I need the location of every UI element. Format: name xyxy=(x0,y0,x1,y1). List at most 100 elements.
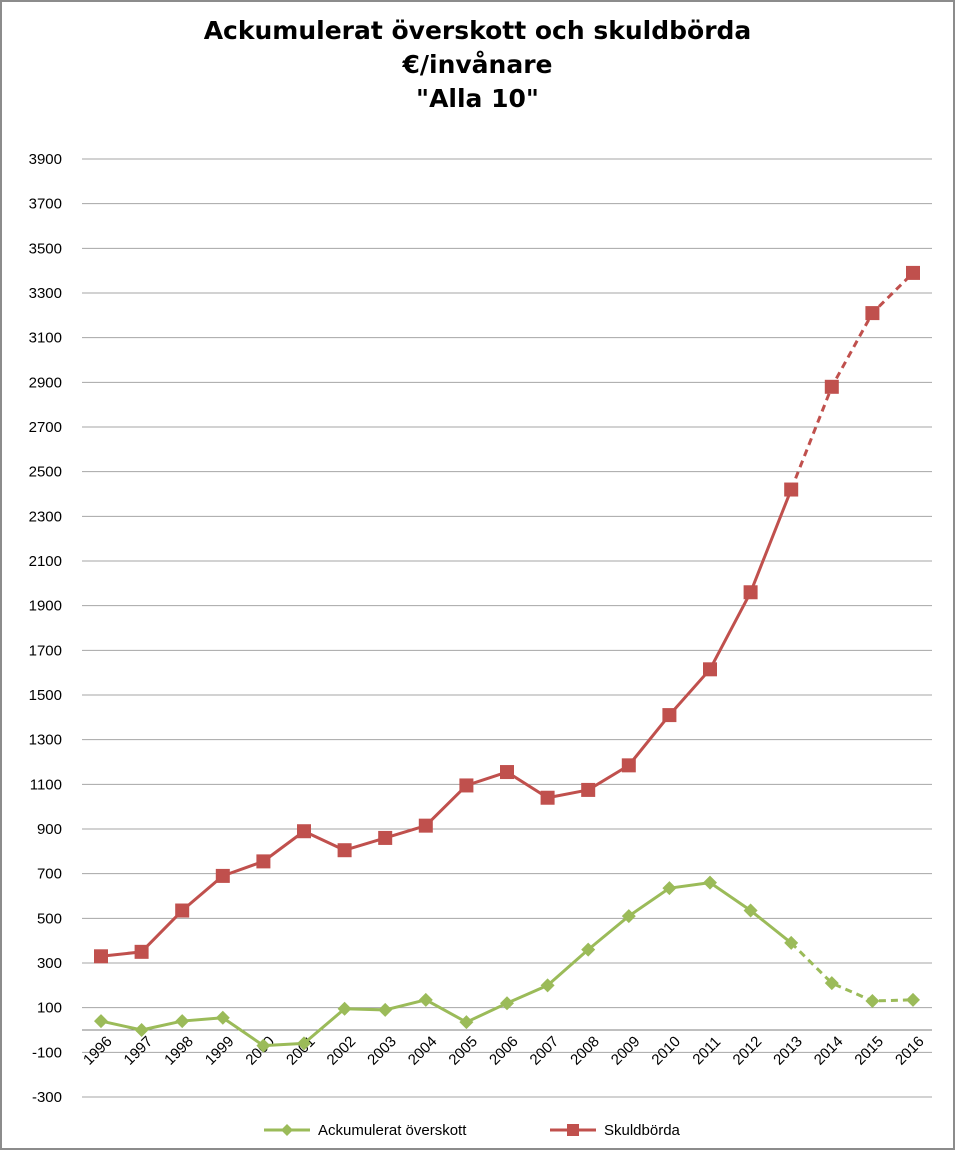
series-line-dashed-0 xyxy=(790,941,914,1003)
legend-surplus-label: Ackumulerat överskott xyxy=(318,1121,467,1139)
y-tick-label: 1900 xyxy=(29,598,62,615)
legend-debt-marker-icon xyxy=(550,1124,596,1136)
data-point-surplus-2007 xyxy=(540,978,555,993)
x-tick-label: 1999 xyxy=(202,1033,238,1069)
data-point-debt-2010 xyxy=(662,708,677,723)
data-point-surplus-2000 xyxy=(256,1038,271,1053)
legend-item-debt: Skuldbörda xyxy=(548,1118,680,1142)
x-tick-label: 2005 xyxy=(445,1033,481,1069)
y-tick-label: 1700 xyxy=(29,642,62,659)
data-point-debt-2012 xyxy=(743,585,758,600)
legend-surplus-marker-icon xyxy=(264,1124,310,1136)
data-point-debt-2011 xyxy=(703,662,717,677)
x-tick-label: 2011 xyxy=(689,1033,724,1068)
series-line-solid-0 xyxy=(100,881,793,1048)
data-point-debt-2016 xyxy=(906,265,920,280)
y-tick-label: 100 xyxy=(37,1000,62,1017)
x-tick-label: 1998 xyxy=(161,1033,197,1069)
x-tick-label: 2007 xyxy=(527,1033,563,1069)
data-point-debt-2003 xyxy=(378,830,393,845)
y-tick-label: -300 xyxy=(32,1089,62,1106)
y-tick-label: 2900 xyxy=(29,374,62,391)
y-tick-label: 2300 xyxy=(29,508,62,525)
x-tick-label: 2010 xyxy=(648,1033,684,1069)
data-point-surplus-2009 xyxy=(621,909,636,924)
data-point-debt-2000 xyxy=(256,854,271,869)
data-point-surplus-2010 xyxy=(662,881,677,896)
x-tick-label: 2003 xyxy=(364,1033,400,1069)
data-point-debt-2002 xyxy=(337,843,352,858)
chart-title-line2: €/invånare xyxy=(402,50,553,79)
x-tick-label: 2002 xyxy=(324,1033,360,1069)
data-point-debt-1998 xyxy=(175,903,190,918)
y-tick-label: 3700 xyxy=(29,196,62,213)
data-point-surplus-2006 xyxy=(500,996,514,1011)
y-tick-label: 900 xyxy=(37,821,62,838)
x-tick-label: 2013 xyxy=(770,1033,806,1069)
x-tick-label: 2012 xyxy=(730,1033,766,1069)
y-tick-label: 3500 xyxy=(29,240,62,257)
y-tick-label: 500 xyxy=(37,910,62,927)
data-point-debt-2013 xyxy=(784,482,799,497)
x-tick-label: 2015 xyxy=(851,1033,887,1069)
data-point-surplus-1999 xyxy=(215,1010,230,1025)
y-tick-label: 2700 xyxy=(29,419,62,436)
chart-title: Ackumulerat överskott och skuldbörda €/i… xyxy=(0,14,955,116)
x-tick-label: 2001 xyxy=(283,1033,319,1069)
data-point-surplus-2003 xyxy=(378,1002,393,1017)
data-point-surplus-2008 xyxy=(581,942,596,957)
data-point-surplus-2001 xyxy=(297,1036,311,1051)
data-point-debt-2007 xyxy=(540,790,555,805)
data-point-surplus-2002 xyxy=(337,1001,352,1016)
data-point-debt-2009 xyxy=(621,758,636,773)
data-point-surplus-2013 xyxy=(784,935,799,950)
data-point-debt-2015 xyxy=(865,306,880,321)
x-tick-label: 2000 xyxy=(242,1033,278,1069)
data-point-debt-2014 xyxy=(824,379,839,394)
data-point-debt-1997 xyxy=(134,944,149,959)
y-tick-label: 3900 xyxy=(29,151,62,168)
data-point-surplus-2014 xyxy=(824,976,839,991)
x-tick-label: 2004 xyxy=(405,1033,441,1069)
x-tick-label: 1996 xyxy=(80,1033,116,1069)
data-point-surplus-2012 xyxy=(743,903,758,918)
data-point-debt-2008 xyxy=(581,782,596,797)
data-point-surplus-1996 xyxy=(94,1014,108,1029)
y-tick-label: 2100 xyxy=(29,553,62,570)
x-tick-label: 2008 xyxy=(567,1033,603,1069)
y-tick-label: 1500 xyxy=(29,687,62,704)
data-point-surplus-2005 xyxy=(459,1015,474,1030)
series-line-dashed-1 xyxy=(789,271,915,491)
data-point-surplus-2011 xyxy=(703,875,717,890)
data-point-surplus-1998 xyxy=(175,1014,190,1029)
y-tick-label: 1300 xyxy=(29,732,62,749)
chart-legend: Ackumulerat överskott Skuldbörda xyxy=(0,1118,955,1142)
data-point-debt-2004 xyxy=(418,818,433,833)
x-tick-label: 2014 xyxy=(811,1033,847,1069)
data-point-debt-2006 xyxy=(500,765,514,780)
x-tick-label: 1997 xyxy=(121,1033,157,1069)
data-point-debt-2001 xyxy=(297,824,311,839)
chart-title-line3: "Alla 10" xyxy=(416,84,539,113)
x-tick-label: 2006 xyxy=(486,1033,522,1069)
x-tick-label: 2016 xyxy=(892,1033,928,1069)
data-point-debt-2005 xyxy=(459,778,474,793)
data-point-surplus-1997 xyxy=(134,1023,149,1037)
legend-item-surplus: Ackumulerat överskott xyxy=(262,1118,466,1142)
data-point-debt-1996 xyxy=(94,949,108,964)
x-tick-label: 2009 xyxy=(608,1033,644,1069)
chart-title-line1: Ackumulerat överskott och skuldbörda xyxy=(203,16,752,45)
data-point-surplus-2004 xyxy=(418,992,433,1007)
y-tick-label: 2500 xyxy=(29,464,62,481)
data-point-surplus-2016 xyxy=(906,992,920,1007)
y-tick-label: 700 xyxy=(37,866,62,883)
y-tick-label: 1100 xyxy=(30,776,62,793)
legend-debt-label: Skuldbörda xyxy=(604,1121,680,1139)
y-tick-label: 300 xyxy=(37,955,62,972)
y-tick-label: 3300 xyxy=(29,285,62,302)
y-tick-label: -100 xyxy=(32,1044,62,1061)
data-point-debt-1999 xyxy=(215,868,230,883)
data-point-surplus-2015 xyxy=(865,993,880,1008)
